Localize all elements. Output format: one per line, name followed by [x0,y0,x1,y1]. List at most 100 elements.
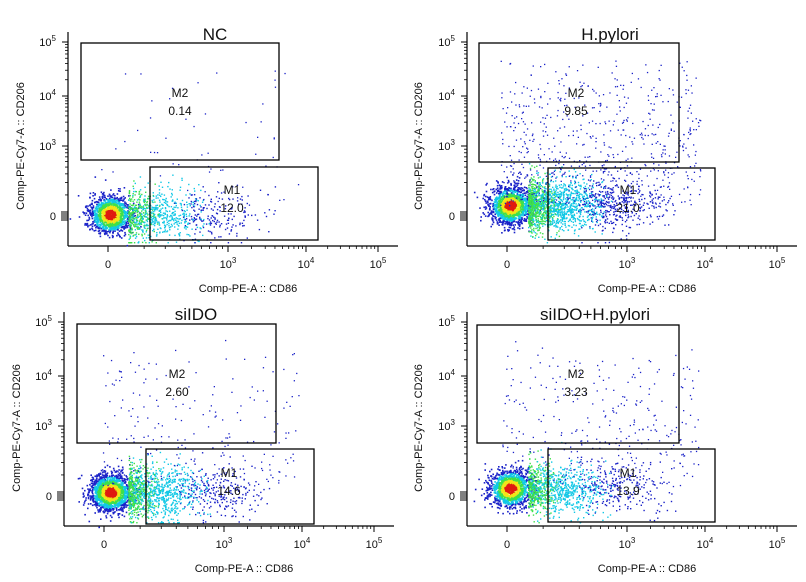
event-dot [527,203,530,206]
event-dot [128,212,131,214]
event-dot [485,202,487,204]
event-dot [91,228,94,231]
event-dot [248,204,251,206]
event-dot [147,214,149,216]
event-dot [202,220,205,222]
event-dot [497,205,500,207]
event-dot [505,188,507,191]
event-dot [569,184,571,186]
event-dot [536,233,538,235]
event-dot [562,216,565,219]
event-dot [628,201,630,203]
event-dot [134,182,136,185]
event-dot [147,198,149,200]
event-dot [548,183,551,186]
event-dot [137,225,139,228]
event-dot [552,181,555,183]
event-dot [513,211,516,213]
event-dot [162,231,164,233]
event-dot [169,214,172,217]
event-dot [135,235,138,238]
event-dot [603,202,605,205]
event-dot [98,207,100,209]
event-dot [116,223,119,226]
event-dot [135,219,137,221]
event-dot [548,183,550,185]
event-dot [513,231,516,234]
event-dot [115,199,118,202]
event-dot [600,203,602,205]
event-dot [192,221,195,223]
event-dot [623,195,625,197]
event-dot [210,198,212,200]
event-dot [520,183,522,186]
event-dot [638,200,641,202]
event-dot [509,190,512,192]
event-dot [237,197,239,199]
event-dot [518,208,521,211]
event-dot [492,219,494,222]
event-dot [577,204,579,206]
event-dot [85,223,87,225]
event-dot [569,194,571,197]
event-dot [188,183,190,186]
event-dot [517,208,519,210]
event-dot [614,200,616,203]
event-dot [537,205,540,207]
event-dot [128,242,130,244]
event-dot [171,194,173,196]
event-dot [274,210,276,212]
event-dot [115,148,117,150]
event-dot [538,211,540,213]
event-dot [542,196,545,198]
event-dot [128,192,131,195]
event-dot [181,208,183,211]
event-dot [171,87,174,89]
event-dot [548,207,550,209]
event-dot [119,190,121,192]
event-dot [94,193,96,195]
event-dot [501,197,504,200]
event-dot [519,204,522,206]
event-dot [117,215,119,217]
event-dot [209,230,211,233]
event-dot [103,212,105,215]
event-dot [517,187,520,189]
event-dot [172,174,174,176]
event-dot [544,208,546,210]
event-dot [551,211,553,213]
event-dot [193,125,195,128]
event-dot [493,207,496,210]
event-dot [231,226,233,228]
event-dot [502,215,505,217]
event-dot [554,198,556,200]
event-dot [132,220,134,222]
event-dot [541,196,543,199]
event-dot [555,202,558,204]
event-dot [620,208,623,211]
event-dot [543,214,545,216]
event-dot [106,233,108,235]
event-dot [659,202,661,205]
event-dot [137,242,140,244]
event-dot [140,215,142,218]
event-dot [557,203,560,205]
event-dot [101,195,104,198]
event-dot [101,219,103,221]
event-dot [139,189,142,191]
event-dot [89,196,91,199]
event-dot [562,185,565,187]
event-dot [578,193,581,195]
event-dot [190,194,193,196]
event-dot [96,205,98,208]
event-dot [109,210,111,213]
event-dot [511,222,513,225]
event-dot [518,222,520,224]
event-dot [613,211,615,213]
event-dot [224,228,227,231]
event-dot [150,223,152,226]
event-dot [528,184,530,187]
event-dot [159,204,161,207]
event-dot [536,192,538,194]
event-dot [516,191,519,194]
